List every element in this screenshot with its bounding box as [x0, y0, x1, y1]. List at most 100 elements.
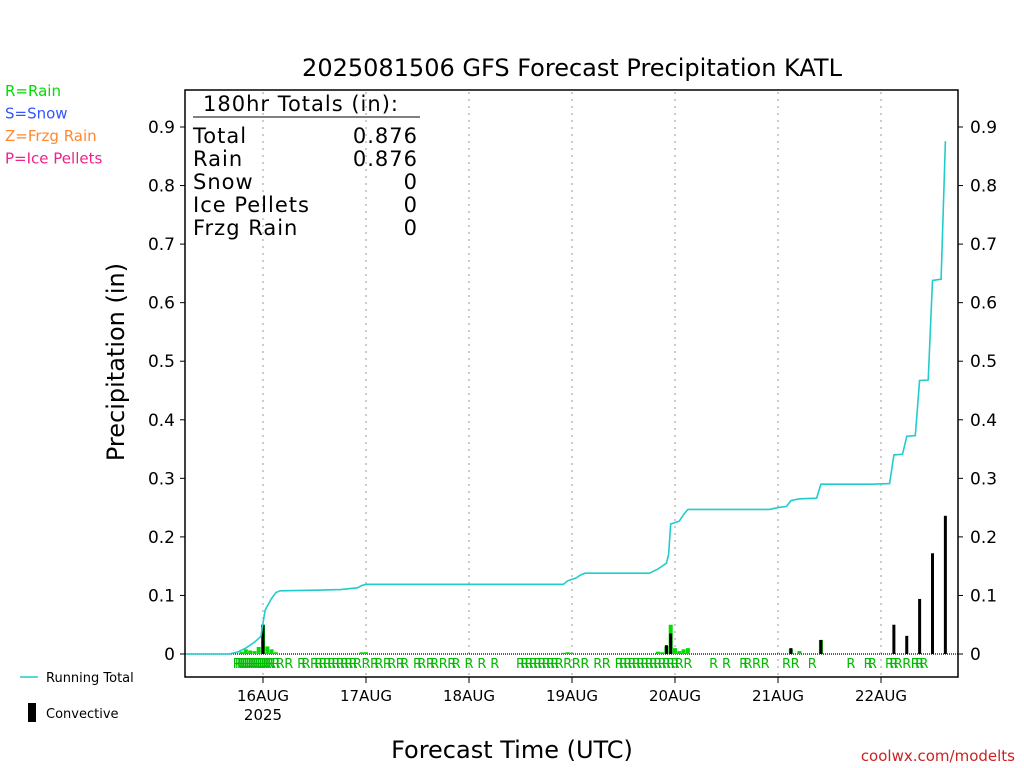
precip-bar — [570, 652, 574, 654]
precip-type-marker: R — [752, 657, 761, 672]
precip-type-marker: R — [675, 657, 684, 672]
precip-type-marker: R — [276, 657, 285, 672]
totals-box: 180hr Totals (in): Total 0.876 Rain 0.876 Sno… — [192, 92, 420, 240]
y-tick-label: 0.1 — [970, 586, 997, 606]
running-total-polyline — [185, 141, 947, 655]
precip-bar — [273, 652, 278, 654]
precip-type-marker: R — [426, 657, 435, 672]
x-tick-label: 20AUG — [649, 687, 701, 705]
precip-type-marker: R — [396, 657, 405, 672]
precip-type-marker: R — [683, 657, 692, 672]
totals-row-label: Rain — [193, 147, 243, 171]
precip-bar — [797, 651, 802, 654]
precip-type-marker: R — [237, 657, 246, 672]
convective-bar — [669, 633, 673, 654]
y-tick-label: 0 — [970, 645, 981, 665]
precip-type-marker: R — [709, 657, 718, 672]
precip-type-marker: R — [331, 657, 340, 672]
x-tick-label: 17AUG — [340, 687, 392, 705]
precip-type-marker: R — [615, 657, 624, 672]
precip-bar — [269, 649, 274, 654]
running-total-line — [185, 141, 947, 655]
precip-type-marker: R — [327, 657, 336, 672]
precip-type-marker: R — [580, 657, 589, 672]
y-tick-label: 0.5 — [148, 352, 175, 372]
precip-type-marker: R — [915, 657, 924, 672]
precip-type-marker: R — [919, 657, 928, 672]
precip-bar — [248, 650, 253, 654]
precip-type-marker: R — [263, 657, 272, 672]
precip-type-marker: R — [323, 657, 332, 672]
convective-bar — [931, 553, 934, 654]
y-tick-label: 0.3 — [970, 469, 997, 489]
precip-type-marker: R — [808, 657, 817, 672]
totals-row-label: Frzg Rain — [193, 216, 298, 240]
precip-type-marker: R — [636, 657, 645, 672]
precip-type-marker: R — [864, 657, 873, 672]
convective-bar — [918, 598, 922, 654]
precip-type-marker: R — [889, 657, 898, 672]
precip-type-marker: R — [430, 657, 439, 672]
y-tick-label: 0.6 — [970, 294, 997, 314]
y-tick-label: 0.4 — [148, 411, 175, 431]
precip-type-marker: R — [310, 657, 319, 672]
precip-bar — [265, 646, 270, 654]
precip-bar — [256, 646, 261, 654]
x-axis-label: Forecast Time (UTC) — [391, 736, 633, 764]
precip-type-marker: R — [246, 657, 255, 672]
precip-type-marker: R — [593, 657, 602, 672]
plot-area — [184, 89, 959, 678]
precip-bar — [359, 652, 364, 654]
convective-bar — [943, 515, 947, 654]
precip-type-marker: R — [761, 657, 770, 672]
precip-type-marker: R — [417, 657, 426, 672]
precip-type-marker: R — [297, 657, 306, 672]
precip-type-marker: R — [361, 657, 370, 672]
precip-type-marker: R — [572, 657, 581, 672]
precip-type-marker: R — [413, 657, 422, 672]
precip-type-marker: R — [649, 657, 658, 672]
precip-type-marker: R — [370, 657, 379, 672]
precip-bar — [252, 651, 257, 654]
precip-type-marker: R — [258, 657, 267, 672]
precip-type-marker: R — [477, 657, 486, 672]
y-tick-label: 0.8 — [148, 177, 175, 197]
totals-row-label: Total — [192, 124, 247, 148]
precip-type-marker: R — [301, 657, 310, 672]
precip-type-marker: R — [894, 657, 903, 672]
precip-type-marker: R — [254, 657, 263, 672]
precip-type-marker: R — [911, 657, 920, 672]
convective-bars — [261, 515, 947, 654]
precip-type-legend: R=Rain S=Snow Z=Frzg Rain P=Ice Pellets — [5, 82, 102, 168]
precip-type-marker: R — [319, 657, 328, 672]
precip-type-marker: R — [868, 657, 877, 672]
precip-bar — [565, 652, 570, 654]
x-axis: 16AUG 17AUG 18AUG 19AUG 20AUG 21AUG 22AUG — [237, 677, 907, 705]
precip-type-marker: R — [271, 657, 280, 672]
y-tick-label: 0.4 — [970, 411, 997, 431]
convective-bar — [664, 645, 668, 654]
precip-type-marker: R — [400, 657, 409, 672]
precip-type-marker: R — [336, 657, 345, 672]
y-axis-label: Precipitation (in) — [102, 263, 130, 461]
precip-type-marker: R — [542, 657, 551, 672]
precip-bar — [364, 652, 368, 654]
precip-type-marker: R — [722, 657, 731, 672]
precip-bar — [239, 651, 244, 654]
precip-type-marker: R — [739, 657, 748, 672]
precip-type-marker: R — [743, 657, 752, 672]
precip-type-marker: R — [563, 657, 572, 672]
precip-type-marker: R — [520, 657, 529, 672]
x-gridlines — [262, 92, 882, 677]
y-tick-label: 0.1 — [148, 586, 175, 606]
convective-legend-swatch — [28, 703, 36, 722]
precip-type-marker: R — [239, 657, 248, 672]
totals-row-value: 0 — [404, 193, 418, 217]
precip-bar — [677, 651, 682, 654]
totals-header: 180hr Totals (in): — [203, 92, 399, 116]
precip-type-marker: R — [662, 657, 671, 672]
precip-type-marker: R — [464, 657, 473, 672]
precip-type-marker: R — [387, 657, 396, 672]
precip-type-marker: R — [344, 657, 353, 672]
precip-type-marker: R — [602, 657, 611, 672]
